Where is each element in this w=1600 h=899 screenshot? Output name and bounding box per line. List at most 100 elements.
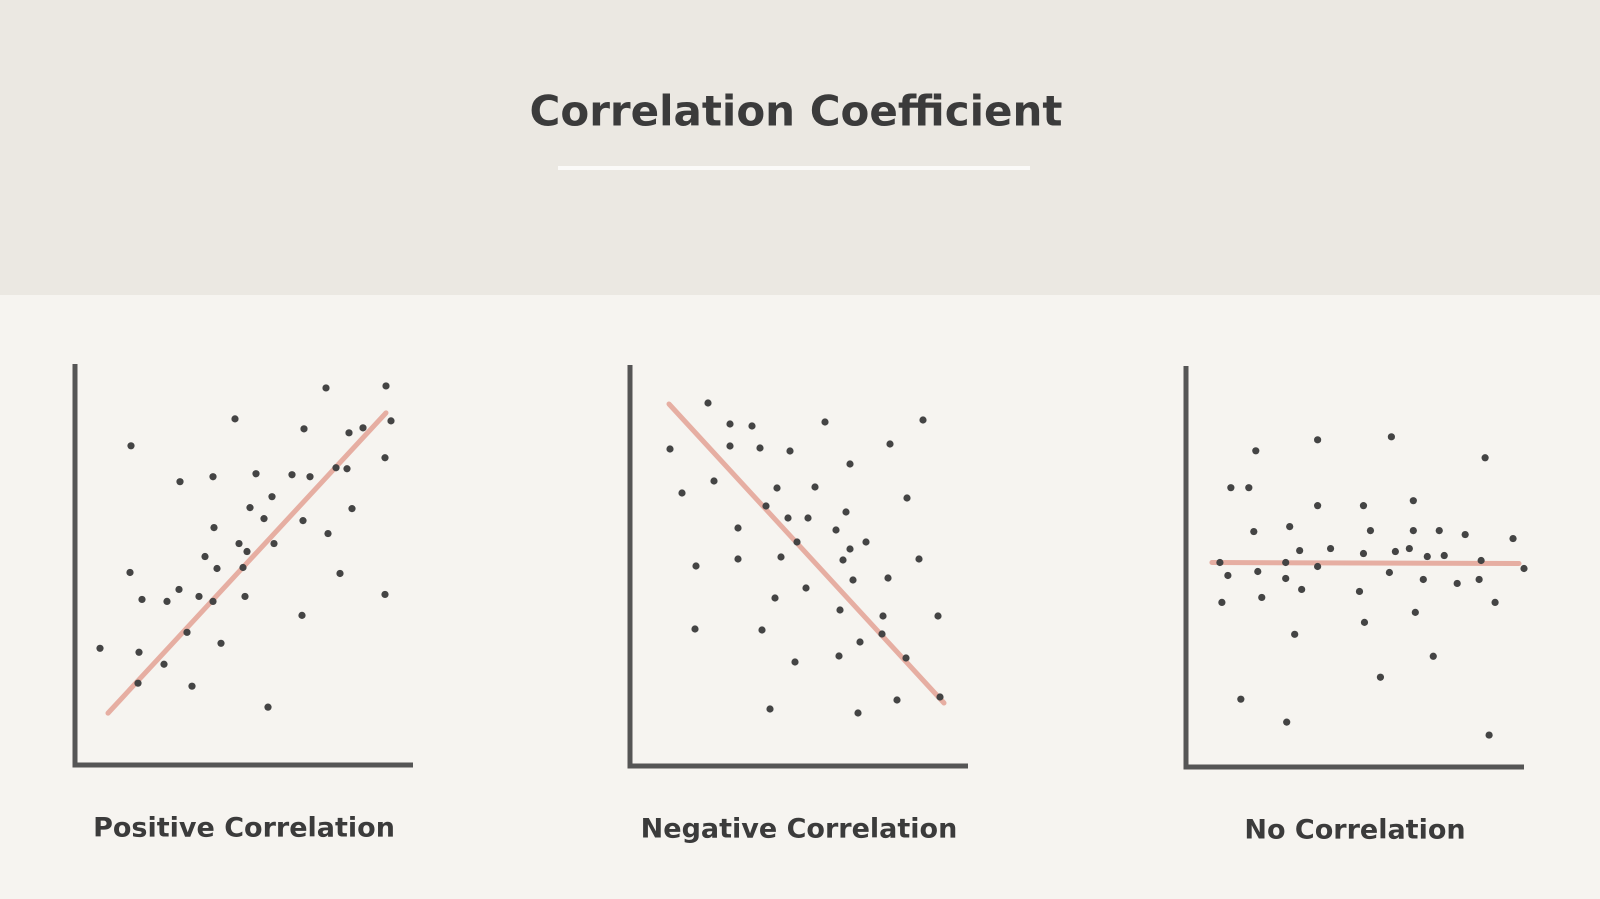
point — [692, 562, 700, 570]
point — [1252, 447, 1260, 455]
point — [359, 424, 367, 432]
point — [126, 568, 134, 577]
header-band — [0, 0, 1600, 295]
point — [1520, 564, 1528, 573]
point — [138, 595, 146, 604]
point — [846, 545, 854, 553]
point — [1218, 598, 1226, 607]
point — [217, 639, 225, 647]
point — [1366, 526, 1375, 535]
point — [1387, 433, 1395, 441]
point — [786, 447, 794, 455]
point — [1419, 575, 1427, 584]
point — [842, 508, 850, 516]
point — [299, 517, 307, 525]
point — [324, 529, 332, 538]
point — [1423, 552, 1431, 561]
point — [934, 612, 942, 620]
point — [884, 574, 892, 582]
point — [878, 630, 886, 638]
point — [1224, 571, 1232, 580]
point — [734, 555, 742, 563]
point — [1391, 547, 1399, 556]
point — [298, 611, 306, 619]
point — [879, 612, 887, 620]
point — [1477, 556, 1485, 565]
point — [336, 569, 344, 578]
point — [791, 658, 799, 666]
point — [1245, 484, 1253, 492]
point — [288, 471, 296, 479]
chart-title: Positive Correlation — [93, 813, 395, 844]
point — [1409, 497, 1417, 505]
point — [209, 597, 217, 606]
point — [1461, 530, 1469, 539]
point — [183, 628, 191, 636]
point — [235, 539, 243, 548]
point — [209, 473, 217, 481]
point — [1385, 568, 1393, 577]
point — [1314, 502, 1322, 510]
trend-line — [1209, 560, 1522, 567]
point — [1411, 608, 1419, 616]
point — [1485, 731, 1493, 739]
point — [836, 606, 844, 614]
point — [210, 523, 218, 532]
point — [264, 703, 272, 711]
point — [343, 465, 351, 473]
point — [300, 425, 308, 433]
point — [1475, 575, 1483, 584]
point — [1435, 526, 1443, 535]
point — [1216, 558, 1224, 567]
point — [382, 382, 390, 390]
point — [1282, 574, 1290, 583]
point — [1409, 526, 1417, 535]
point — [268, 493, 276, 501]
point — [243, 547, 251, 556]
point — [804, 514, 812, 522]
point — [811, 483, 819, 491]
trend-line — [105, 410, 389, 716]
point — [260, 515, 268, 523]
point — [734, 524, 742, 532]
point — [1359, 502, 1368, 510]
point — [766, 705, 774, 713]
point — [835, 652, 843, 660]
point — [176, 478, 184, 486]
point — [1359, 549, 1368, 558]
point — [756, 444, 764, 452]
point — [1440, 551, 1448, 560]
point — [135, 648, 143, 656]
point — [1491, 598, 1499, 607]
point — [1376, 673, 1385, 681]
point — [163, 597, 171, 606]
point — [195, 592, 203, 601]
point — [1237, 695, 1245, 703]
point — [854, 709, 862, 717]
point — [936, 693, 944, 701]
point — [726, 442, 734, 450]
point — [332, 464, 340, 472]
point — [691, 625, 699, 633]
point — [201, 552, 209, 561]
point — [777, 553, 785, 561]
point — [1298, 585, 1306, 594]
point — [802, 584, 810, 592]
point — [773, 484, 781, 492]
point — [1282, 558, 1290, 567]
point — [1314, 562, 1322, 571]
point — [915, 555, 923, 563]
point — [710, 477, 718, 485]
point — [322, 384, 330, 392]
point — [1453, 579, 1461, 588]
point — [345, 429, 353, 437]
point — [704, 399, 712, 407]
point — [306, 473, 314, 481]
point — [902, 654, 910, 662]
point — [793, 538, 801, 546]
point — [1429, 652, 1437, 660]
point — [839, 556, 847, 564]
point — [1481, 454, 1489, 462]
point — [241, 592, 249, 601]
